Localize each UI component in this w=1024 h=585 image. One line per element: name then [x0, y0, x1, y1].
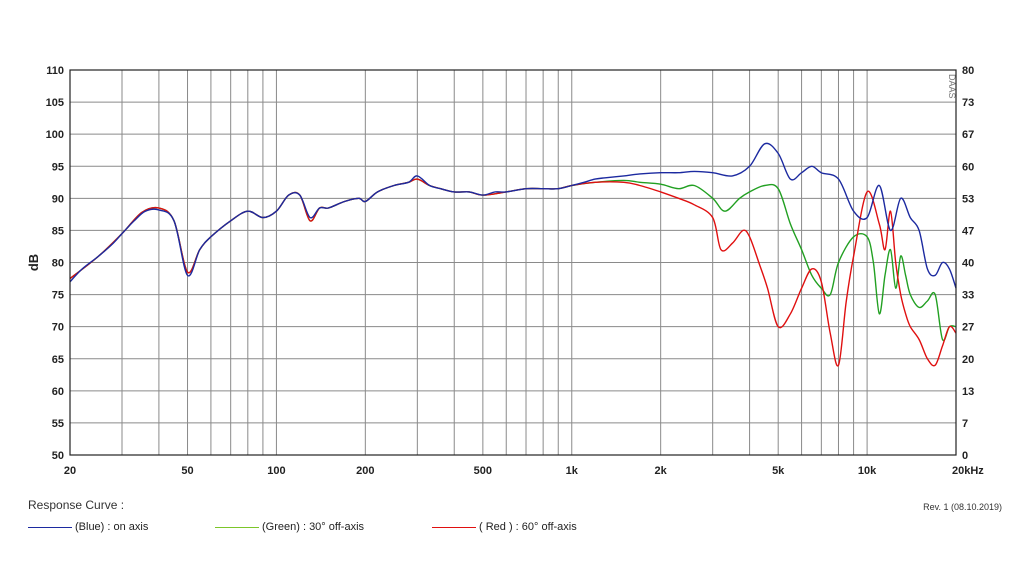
y-tick-label: 70 [52, 322, 64, 334]
y2-tick-label: 7 [962, 418, 968, 430]
y2-tick-label: 33 [962, 290, 974, 302]
legend-item-red: ( Red ) : 60° off-axis [432, 521, 577, 533]
legend-swatch-blue [28, 526, 72, 528]
y2-tick-label: 47 [962, 225, 974, 237]
y2-tick-label: 60 [962, 161, 974, 173]
legend-label-green: (Green) : 30° off-axis [262, 521, 365, 533]
y2-tick-label: 27 [962, 322, 974, 334]
chart-labels: 1101051009590858075706560555080736760534… [46, 65, 985, 477]
legend-swatch-green [215, 526, 259, 528]
series-line-blue [69, 142, 957, 289]
chart-grid [70, 70, 956, 455]
y2-tick-label: 67 [962, 129, 974, 141]
x-tick-label: 100 [267, 465, 285, 477]
y-tick-label: 50 [52, 450, 64, 462]
x-tick-label: 5k [772, 465, 785, 477]
y-tick-label: 60 [52, 386, 64, 398]
x-tick-label: 50 [181, 465, 193, 477]
y2-tick-label: 53 [962, 193, 974, 205]
legend-label-red: ( Red ) : 60° off-axis [479, 521, 577, 533]
y2-tick-label: 73 [962, 97, 974, 109]
y-tick-label: 100 [46, 129, 64, 141]
y-tick-label: 65 [52, 354, 64, 366]
legend-title: Response Curve : [28, 498, 125, 512]
x-tick-label: 1k [566, 465, 579, 477]
y2-tick-label: 80 [962, 65, 974, 77]
y2-tick-label: 13 [962, 386, 974, 398]
series-line-red [69, 178, 957, 367]
y2-tick-label: 0 [962, 450, 968, 462]
y-tick-label: 55 [52, 418, 64, 430]
x-tick-label: 20 [64, 465, 76, 477]
watermark-logo: DAAS [947, 74, 957, 99]
x-tick-label: 20kHz [952, 465, 984, 477]
legend-swatch-red [432, 526, 476, 528]
y-axis-title: dB [26, 254, 41, 271]
plot-frame [69, 69, 957, 456]
y-tick-label: 75 [52, 290, 64, 302]
x-tick-label: 2k [655, 465, 668, 477]
y-tick-label: 110 [46, 65, 64, 77]
y-tick-label: 85 [52, 225, 64, 237]
y2-tick-label: 20 [962, 354, 974, 366]
x-tick-label: 10k [858, 465, 877, 477]
legend-item-blue: (Blue) : on axis [28, 521, 148, 533]
series-line-green [69, 178, 957, 342]
chart-series [69, 142, 957, 367]
y-tick-label: 95 [52, 161, 64, 173]
x-tick-label: 500 [474, 465, 492, 477]
y2-tick-label: 40 [962, 258, 974, 270]
y-tick-label: 80 [52, 258, 64, 270]
y-tick-label: 105 [46, 97, 64, 109]
revision-note: Rev. 1 (08.10.2019) [923, 502, 1002, 512]
y-tick-label: 90 [52, 193, 64, 205]
x-tick-label: 200 [356, 465, 374, 477]
legend-label-blue: (Blue) : on axis [75, 521, 149, 533]
legend-item-green: (Green) : 30° off-axis [215, 521, 364, 533]
